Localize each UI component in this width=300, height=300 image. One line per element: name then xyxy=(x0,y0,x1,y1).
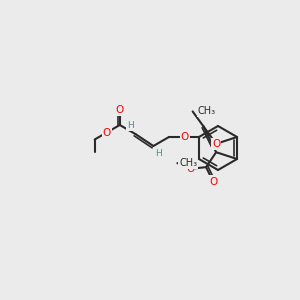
Text: O: O xyxy=(209,176,217,187)
Text: H: H xyxy=(127,122,134,130)
Text: O: O xyxy=(116,105,124,115)
Text: CH₃: CH₃ xyxy=(198,106,216,116)
Text: O: O xyxy=(212,139,220,149)
Text: H: H xyxy=(155,149,162,158)
Text: O: O xyxy=(103,128,111,137)
Text: CH₃: CH₃ xyxy=(179,158,197,168)
Text: O: O xyxy=(181,132,189,142)
Text: O: O xyxy=(186,164,194,174)
